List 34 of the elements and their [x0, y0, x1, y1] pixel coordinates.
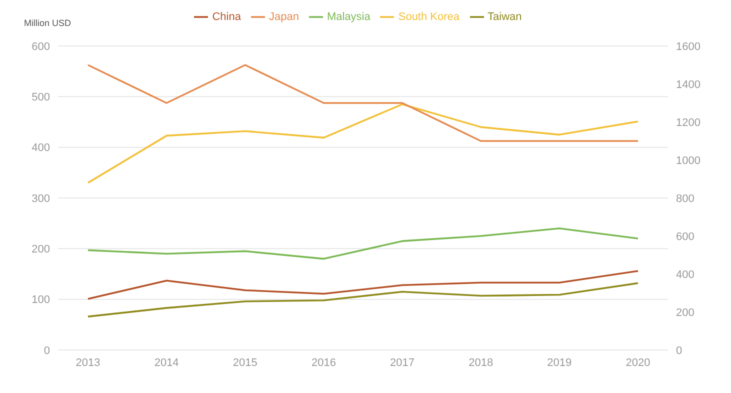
y2-tick-label: 1000	[676, 154, 700, 167]
x-tick-label: 2017	[390, 356, 415, 369]
legend-label: China	[212, 10, 241, 23]
y-tick-label: 500	[32, 92, 50, 104]
y-axis-title: Million USD	[24, 18, 72, 28]
y-tick-label: 0	[44, 344, 50, 357]
y-tick-label: 300	[32, 192, 50, 205]
line-series	[87, 228, 639, 260]
x-tick-label: 2013	[76, 356, 100, 369]
y2-tick-label: 1400	[676, 78, 700, 91]
line-series	[87, 270, 639, 300]
x-tick-label: 2014	[154, 356, 179, 369]
y2-tick-label: 1200	[676, 116, 700, 129]
legend-label: Taiwan	[488, 10, 522, 23]
x-tick-label: 2018	[468, 356, 494, 369]
x-tick-label: 2015	[232, 356, 258, 369]
line-series	[87, 282, 639, 318]
x-tick-label: 2020	[626, 356, 650, 369]
line-series	[87, 103, 639, 184]
y2-tick-label: 0	[676, 344, 682, 357]
y2-tick-label: 600	[676, 230, 694, 243]
x-tick-label: 2016	[311, 356, 336, 369]
legend-label: Malaysia	[326, 10, 370, 23]
legend-label: Japan	[268, 10, 299, 23]
legend-label: South Korea	[398, 10, 460, 23]
y2-tick-label: 400	[676, 268, 694, 281]
y-tick-label: 400	[32, 142, 50, 154]
y-tick-label: 100	[32, 294, 50, 306]
y2-tick-label: 1600	[676, 40, 700, 53]
y2-tick-label: 200	[676, 306, 694, 319]
y-tick-label: 600	[32, 40, 50, 53]
x-tick-label: 2019	[547, 356, 572, 369]
y2-tick-label: 800	[676, 192, 694, 205]
y-tick-label: 200	[32, 244, 50, 256]
